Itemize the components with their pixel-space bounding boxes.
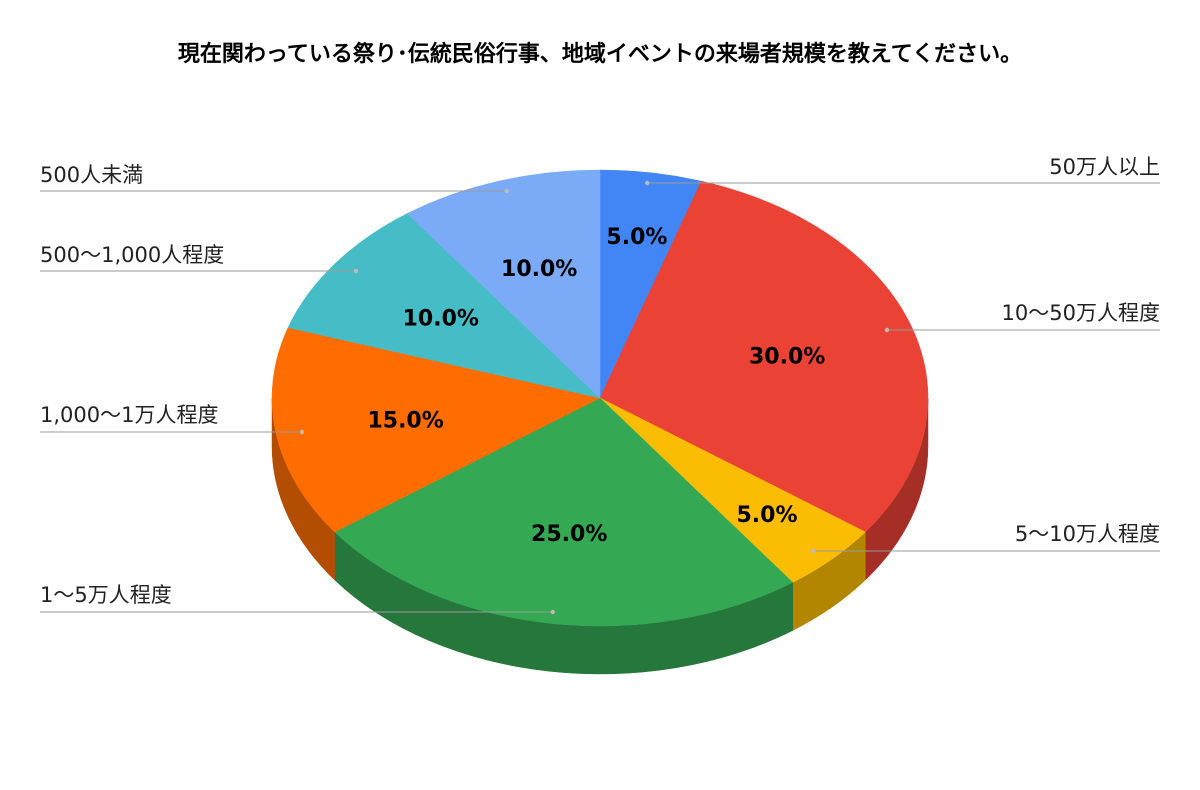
slice-label: 1～5万人程度 bbox=[40, 583, 172, 607]
pie-percent-labels: 5.0% 30.0% 5.0% 25.0% 15.0% 10.0% 10.0% bbox=[367, 225, 825, 547]
callout-dot bbox=[299, 429, 305, 435]
callout-dot bbox=[353, 268, 359, 274]
callout-dot bbox=[504, 188, 509, 194]
callout-dot bbox=[884, 327, 890, 333]
pie-slice[interactable] bbox=[271, 327, 601, 533]
pie-percent-label: 5.0% bbox=[736, 503, 797, 528]
pie-percent-label: 10.0% bbox=[403, 307, 479, 332]
pie-slice[interactable] bbox=[287, 213, 601, 399]
pie-percent-label: 10.0% bbox=[501, 257, 577, 282]
pie-callouts: 50万人以上 10～50万人程度 5～10万人程度 1～5万人程度 1,000～1万人程… bbox=[40, 155, 1160, 615]
slice-label: 500人未満 bbox=[40, 163, 143, 187]
callout-dot bbox=[550, 609, 555, 615]
pie-percent-label: 15.0% bbox=[367, 408, 443, 433]
slice-label: 50万人以上 bbox=[1049, 155, 1160, 179]
slice-label: 10～50万人程度 bbox=[1002, 301, 1160, 325]
pie-slice[interactable] bbox=[406, 169, 601, 399]
slice-label: 1,000～1万人程度 bbox=[40, 403, 218, 427]
slice-label: 5～10万人程度 bbox=[1015, 522, 1160, 546]
chart-title: 現在関わっている祭り･伝統民俗行事、地域イベントの来場者規模を教えてください。 bbox=[177, 42, 1023, 67]
pie-slice[interactable] bbox=[334, 397, 794, 627]
pie-percent-label: 25.0% bbox=[531, 522, 607, 547]
pie-slice[interactable] bbox=[599, 180, 929, 533]
pie-percent-label: 5.0% bbox=[606, 225, 667, 250]
callout-dot bbox=[645, 180, 650, 186]
pie-slices bbox=[271, 169, 929, 627]
callout-dot bbox=[811, 548, 816, 554]
slice-label: 500～1,000人程度 bbox=[40, 243, 224, 267]
pie-percent-label: 30.0% bbox=[749, 345, 825, 370]
